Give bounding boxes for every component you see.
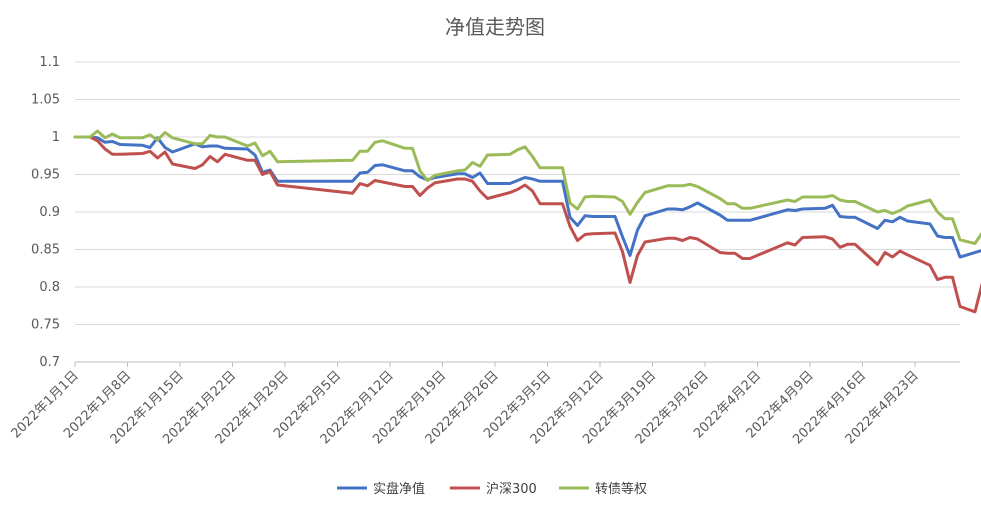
series-line-3 <box>73 129 981 245</box>
y-tick-label: 0.95 <box>31 168 60 183</box>
legend-label: 转债等权 <box>595 481 647 497</box>
legend: 实盘净值 沪深300 转债等权 <box>337 481 647 497</box>
gridlines <box>75 61 960 325</box>
y-tick-label: 0.75 <box>31 318 60 333</box>
legend-label: 实盘净值 <box>373 481 425 497</box>
series-line-1 <box>73 135 981 259</box>
series-lines <box>73 129 981 314</box>
y-tick-label: 1.1 <box>39 55 60 70</box>
y-tick-label: 0.9 <box>39 205 60 220</box>
y-tick-label: 0.7 <box>39 355 60 370</box>
y-axis-ticks: 0.7 0.75 0.8 0.85 0.9 0.95 1 1.05 1.1 <box>31 55 60 370</box>
y-tick-label: 1 <box>52 130 60 145</box>
series-line-2 <box>73 135 981 314</box>
y-tick-label: 0.8 <box>39 280 60 295</box>
y-tick-label: 1.05 <box>31 93 60 108</box>
chart-title: 净值走势图 <box>445 15 545 39</box>
legend-label: 沪深300 <box>486 481 537 497</box>
x-axis: 2022年1月1日2022年1月8日2022年1月15日2022年1月22日20… <box>9 361 960 447</box>
y-tick-label: 0.85 <box>31 243 60 258</box>
